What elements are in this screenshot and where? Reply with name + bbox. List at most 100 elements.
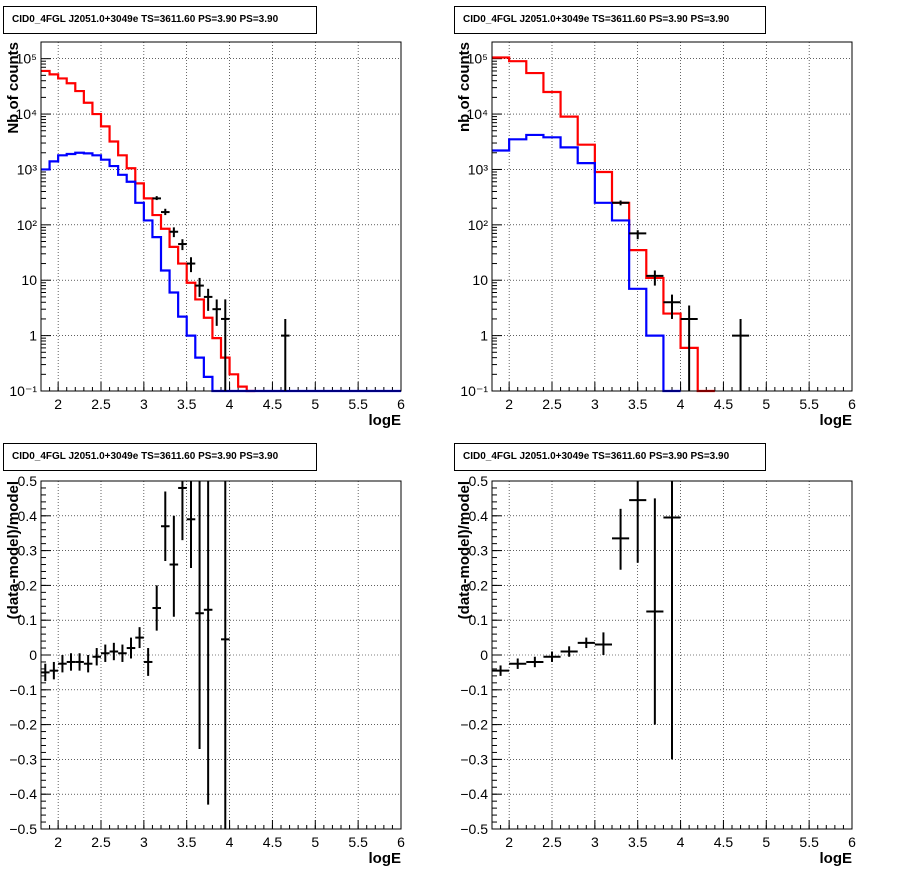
bottom-right-data-point <box>526 656 544 668</box>
bottom-left-y-tick-label: −0.3 <box>9 751 37 767</box>
bottom-right-x-axis-label: logE <box>820 850 853 867</box>
top-right-x-tick-label: 3 <box>591 396 599 412</box>
bottom-left-y-tick-label: 0 <box>29 647 37 663</box>
bottom-right-data-point <box>594 632 612 655</box>
bottom-left-data-point <box>161 491 170 562</box>
top-right-series-1-histogram <box>492 133 681 393</box>
bottom-right-data-point <box>663 481 681 760</box>
bottom-right-plot-frame <box>491 480 853 830</box>
bottom-left-y-tick-label: −0.5 <box>9 821 37 837</box>
top-left-data-point <box>161 208 170 216</box>
top-left-y-tick-label: 10² <box>17 217 38 233</box>
bottom-left-y-tick-label: −0.4 <box>9 786 37 802</box>
top-left-data-point <box>186 257 196 273</box>
top-right-data-point <box>612 200 630 206</box>
top-right-data-point <box>732 318 750 391</box>
top-right-x-tick-label: 6 <box>848 396 856 412</box>
bottom-right-data-point <box>560 646 578 657</box>
bottom-right-x-tick-label: 2 <box>505 834 513 850</box>
bottom-left-y-tick-label: 0.3 <box>18 543 38 559</box>
bottom-left-x-tick-label: 2 <box>54 834 62 850</box>
bottom-right-y-tick-label: 0.1 <box>469 612 489 628</box>
bottom-right-y-tick-label: −0.2 <box>460 717 488 733</box>
top-left-x-tick-label: 4 <box>226 396 234 412</box>
bottom-right-y-tick-label: −0.5 <box>460 821 488 837</box>
bottom-left-data-point <box>58 655 67 673</box>
bottom-right-data-point <box>612 508 630 570</box>
bottom-right-x-tick-label: 3.5 <box>628 834 648 850</box>
top-right-y-axis-label: nb of counts <box>456 42 473 132</box>
bottom-left-y-tick-label: 0.4 <box>18 508 38 524</box>
bottom-right-data-point <box>629 481 647 563</box>
bottom-right-y-axis-label: (data-model)/model <box>456 481 473 619</box>
bottom-right-x-tick-label: 2.5 <box>542 834 562 850</box>
top-left-x-tick-label: 2.5 <box>91 396 111 412</box>
bottom-left-x-tick-label: 5 <box>311 834 319 850</box>
bottom-left-y-tick-label: 0.1 <box>18 612 38 628</box>
top-right-x-tick-label: 4.5 <box>714 396 734 412</box>
bottom-left-data-point <box>109 642 119 661</box>
top-right-data-point <box>680 305 698 391</box>
top-right-y-tick-label: 10 <box>472 272 488 288</box>
top-left-x-tick-label: 5.5 <box>348 396 368 412</box>
bottom-left-x-tick-label: 2.5 <box>91 834 111 850</box>
bottom-left-data-point <box>186 481 196 568</box>
top-right-y-tick-label: 10⁴ <box>466 106 488 122</box>
top-left-x-tick-label: 2 <box>54 396 62 412</box>
bottom-right-y-tick-label: −0.3 <box>460 751 488 767</box>
top-left-x-tick-label: 3 <box>140 396 148 412</box>
bottom-left-data-point <box>178 481 187 541</box>
top-right-y-tick-label: 10² <box>468 217 489 233</box>
bottom-left-y-tick-label: 0.2 <box>18 577 38 593</box>
bottom-left-plot-frame <box>40 480 402 830</box>
top-right-data-point <box>646 270 664 286</box>
top-left-data-point <box>221 299 230 391</box>
bottom-right-y-tick-label: 0 <box>480 647 488 663</box>
top-left-data-point <box>281 318 290 391</box>
bottom-left-data-point <box>195 481 204 749</box>
top-left-y-axis-label: Nb of counts <box>5 42 22 134</box>
top-left-plot-frame <box>40 41 402 392</box>
bottom-left-data-point <box>118 644 127 662</box>
bottom-left-data-point <box>41 663 50 682</box>
bottom-left-y-axis-label: (data-model)/model <box>5 481 22 619</box>
top-left-x-tick-label: 6 <box>397 396 405 412</box>
top-right-y-tick-label: 10⁻¹ <box>460 383 488 399</box>
top-right-y-tick-label: 10⁵ <box>467 51 488 67</box>
bottom-left-data-point <box>83 655 93 673</box>
top-left-data-point <box>178 239 187 251</box>
top-left-x-tick-label: 4.5 <box>263 396 283 412</box>
bottom-left-data-point <box>152 585 161 631</box>
top-right-y-tick-label: 1 <box>480 328 488 344</box>
bottom-left-y-tick-label: −0.1 <box>9 682 37 698</box>
top-right-x-tick-label: 4 <box>677 396 685 412</box>
bottom-right-y-tick-label: 0.3 <box>469 543 489 559</box>
top-left-series-1-histogram <box>41 151 401 393</box>
panel-title-top-left: CID0_4FGL J2051.0+3049e TS=3611.60 PS=3.… <box>3 6 317 34</box>
bottom-right-x-tick-label: 4 <box>677 834 685 850</box>
top-left-data-point <box>169 227 179 238</box>
bottom-right-data-point <box>543 651 561 662</box>
bottom-left-y-tick-label: 0.5 <box>18 473 38 489</box>
top-right-plot-frame <box>491 41 853 392</box>
bottom-right-y-tick-label: 0.5 <box>469 473 489 489</box>
bottom-left-data-point <box>135 627 144 649</box>
top-right-x-axis-label: logE <box>820 412 853 429</box>
bottom-right-y-tick-label: −0.1 <box>460 682 488 698</box>
bottom-right-data-point <box>577 637 595 649</box>
panel-title-bottom-left: CID0_4FGL J2051.0+3049e TS=3611.60 PS=3.… <box>3 443 317 471</box>
bottom-right-data-point <box>509 658 527 669</box>
bottom-left-data-point <box>126 637 136 659</box>
bottom-left-data-point <box>203 481 213 805</box>
bottom-left-x-tick-label: 4 <box>226 834 234 850</box>
bottom-left-x-tick-label: 6 <box>397 834 405 850</box>
bottom-right-x-tick-label: 6 <box>848 834 856 850</box>
top-right-x-tick-label: 2 <box>505 396 513 412</box>
top-left-y-tick-label: 10 <box>21 272 37 288</box>
top-left-x-tick-label: 5 <box>311 396 319 412</box>
top-left-data-point <box>152 196 161 201</box>
bottom-left-data-point <box>143 648 153 676</box>
top-right-x-tick-label: 2.5 <box>542 396 562 412</box>
bottom-left-data-point <box>49 661 59 680</box>
